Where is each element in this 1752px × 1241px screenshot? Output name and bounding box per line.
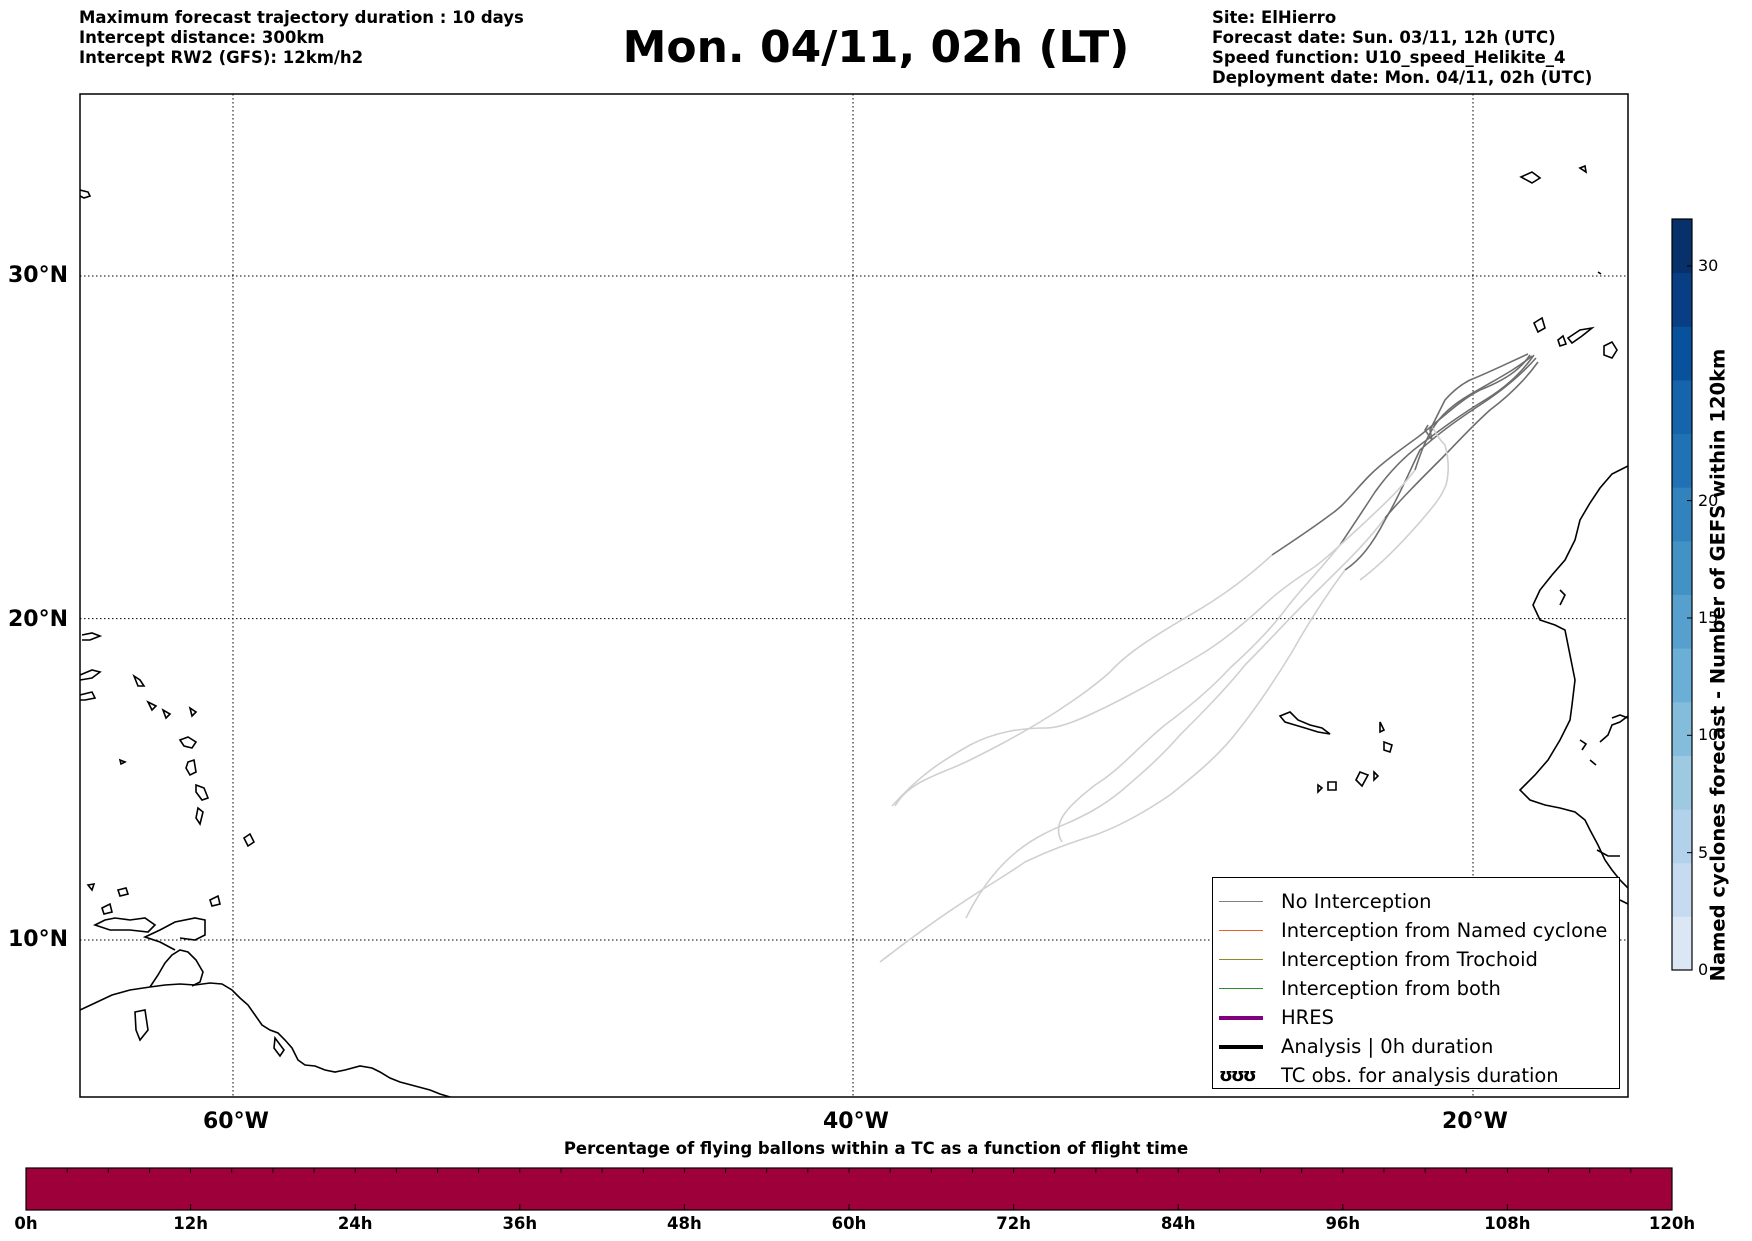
coastline-africa [1278, 164, 1628, 905]
cyclone-colorbar-label: Named cyclones forecast - Number of GEFS… [1706, 348, 1730, 982]
trajectory [1057, 544, 1341, 843]
colorbar-segment [1672, 433, 1692, 488]
legend-item-trochoid: Interception from Trochoid [1213, 945, 1538, 974]
trajectory [1424, 353, 1529, 441]
lat-label-10: 10°N [8, 927, 69, 952]
trajectory [879, 569, 1346, 963]
deployment-date-text: Deployment date: Mon. 04/11, 02h (UTC) [1212, 68, 1593, 87]
trajectory [894, 554, 1273, 807]
flight-time-tick-label: 84h [1160, 1214, 1196, 1233]
legend-item-analysis: Analysis | 0h duration [1213, 1032, 1493, 1061]
site-info: Site: ElHierro Forecast date: Sun. 03/11… [1212, 8, 1592, 88]
trajectory [1414, 355, 1533, 471]
legend-swatch [1219, 1015, 1263, 1020]
colorbar-segment [1672, 701, 1692, 756]
trajectory [1339, 354, 1535, 546]
lat-label-30: 30°N [8, 263, 69, 288]
intercept-distance-text: Intercept distance: 300km [79, 28, 325, 47]
legend-item-hres: HRES [1213, 1003, 1334, 1032]
flight-time-colorbar-title: Percentage of flying ballons within a TC… [563, 1139, 1189, 1158]
trajectory [1271, 354, 1531, 556]
speed-function-text: Speed function: U10_speed_Helikite_4 [1212, 48, 1566, 67]
flight-time-tick-label: 48h [667, 1214, 702, 1233]
trajectory [1384, 361, 1539, 519]
forecast-parameters: Maximum forecast trajectory duration : 1… [79, 8, 524, 68]
trajectory-duration-text: Maximum forecast trajectory duration : 1… [79, 8, 524, 27]
colorbar-segment [1672, 862, 1692, 917]
colorbar-tick-label: 15 [1698, 607, 1719, 627]
legend-label: Interception from Named cyclone [1281, 919, 1608, 942]
colorbar-segment [1672, 755, 1692, 810]
flight-time-tick-label: 12h [173, 1214, 208, 1233]
colorbar-segment [1672, 809, 1692, 864]
lat-label-20: 20°N [8, 607, 69, 632]
colorbar-segment [1672, 648, 1692, 703]
colorbar-tick-label: 0 [1698, 960, 1709, 979]
legend-swatch [1219, 930, 1263, 931]
cyclone-colorbar [1671, 218, 1693, 971]
intercept-rw2-text: Intercept RW2 (GFS): 12km/h2 [79, 48, 364, 67]
trajectory [1359, 427, 1450, 581]
colorbar-tick-label: 10 [1698, 725, 1719, 745]
legend-item-tc-obs: ʊʊʊ TC obs. for analysis duration [1213, 1061, 1559, 1090]
legend-item-no-interception: No Interception [1213, 887, 1432, 916]
legend-item-both: Interception from both [1213, 974, 1501, 1003]
colorbar-segment [1672, 219, 1692, 274]
legend-label: HRES [1281, 1006, 1334, 1029]
lon-label-20w: 20°W [1442, 1109, 1508, 1134]
colorbar-segment [1672, 487, 1692, 542]
flight-time-tick-label: 72h [996, 1214, 1031, 1233]
trajectories [879, 353, 1539, 963]
colorbar-tick-label: 5 [1698, 842, 1709, 862]
site-text: Site: ElHierro [1212, 8, 1337, 27]
graticule [80, 94, 1628, 1097]
trajectory [891, 469, 1416, 807]
colorbar-tick-label: 30 [1698, 255, 1719, 275]
legend-swatch [1219, 901, 1263, 902]
flight-time-tick-label: 108h [1484, 1214, 1531, 1233]
colorbar-segment [1672, 540, 1692, 595]
forecast-date-text: Forecast date: Sun. 03/11, 12h (UTC) [1212, 28, 1556, 47]
colorbar-segment [1672, 326, 1692, 381]
flight-time-colorbar [25, 1167, 1673, 1211]
map-legend: No Interception Interception from Named … [1212, 877, 1620, 1089]
flight-time-tick-label: 0h [14, 1214, 38, 1233]
lon-label-40w: 40°W [823, 1109, 889, 1134]
legend-label: Interception from Trochoid [1281, 948, 1538, 971]
legend-swatch [1219, 959, 1263, 960]
flight-time-tick-label: 36h [502, 1214, 538, 1233]
flight-time-tick-label: 120h [1648, 1214, 1696, 1233]
lon-label-60w: 60°W [203, 1109, 269, 1134]
flight-time-bar [25, 1167, 1673, 1211]
legend-label: Analysis | 0h duration [1281, 1035, 1494, 1058]
legend-swatch [1219, 988, 1263, 989]
legend-swatch [1219, 1044, 1263, 1049]
page-title: Mon. 04/11, 02h (LT) [622, 22, 1130, 73]
flight-time-tick-label: 60h [831, 1214, 867, 1233]
colorbar-segment [1672, 272, 1692, 327]
colorbar-segment [1672, 916, 1692, 971]
legend-label: No Interception [1281, 890, 1432, 913]
map-frame [79, 93, 1629, 1098]
trajectory [965, 517, 1386, 919]
legend-item-named-cyclone: Interception from Named cyclone [1213, 916, 1607, 945]
colorbar-segment [1672, 594, 1692, 649]
legend-label: TC obs. for analysis duration [1281, 1064, 1559, 1087]
colorbar-frame [1671, 218, 1693, 971]
flight-time-tick-label: 24h [337, 1214, 373, 1233]
colorbar-tick-label: 20 [1698, 490, 1719, 510]
trajectory [1344, 357, 1537, 571]
coastline-caribbean [80, 189, 455, 1097]
colorbar-segment [1672, 379, 1692, 435]
tc-symbol-icon: ʊʊʊ [1219, 1065, 1257, 1086]
legend-label: Interception from both [1281, 977, 1501, 1000]
flight-time-tick-label: 96h [1325, 1214, 1361, 1233]
